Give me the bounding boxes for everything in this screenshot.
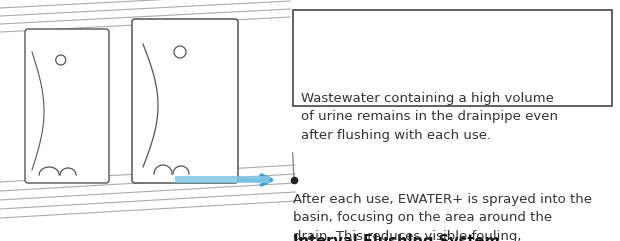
Bar <box>293 10 612 106</box>
Text: Interval Flushing System: Interval Flushing System <box>293 234 500 241</box>
Text: Wastewater containing a high volume
of urine remains in the drainpipe even
after: Wastewater containing a high volume of u… <box>301 92 558 141</box>
Text: After each use, EWATER+ is sprayed into the
basin, focusing on the area around t: After each use, EWATER+ is sprayed into … <box>293 193 592 241</box>
FancyBboxPatch shape <box>25 29 109 183</box>
FancyBboxPatch shape <box>132 19 238 183</box>
Bar <box>175 176 270 183</box>
